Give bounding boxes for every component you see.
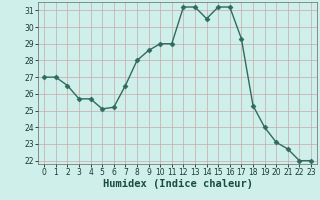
X-axis label: Humidex (Indice chaleur): Humidex (Indice chaleur) xyxy=(103,179,252,189)
